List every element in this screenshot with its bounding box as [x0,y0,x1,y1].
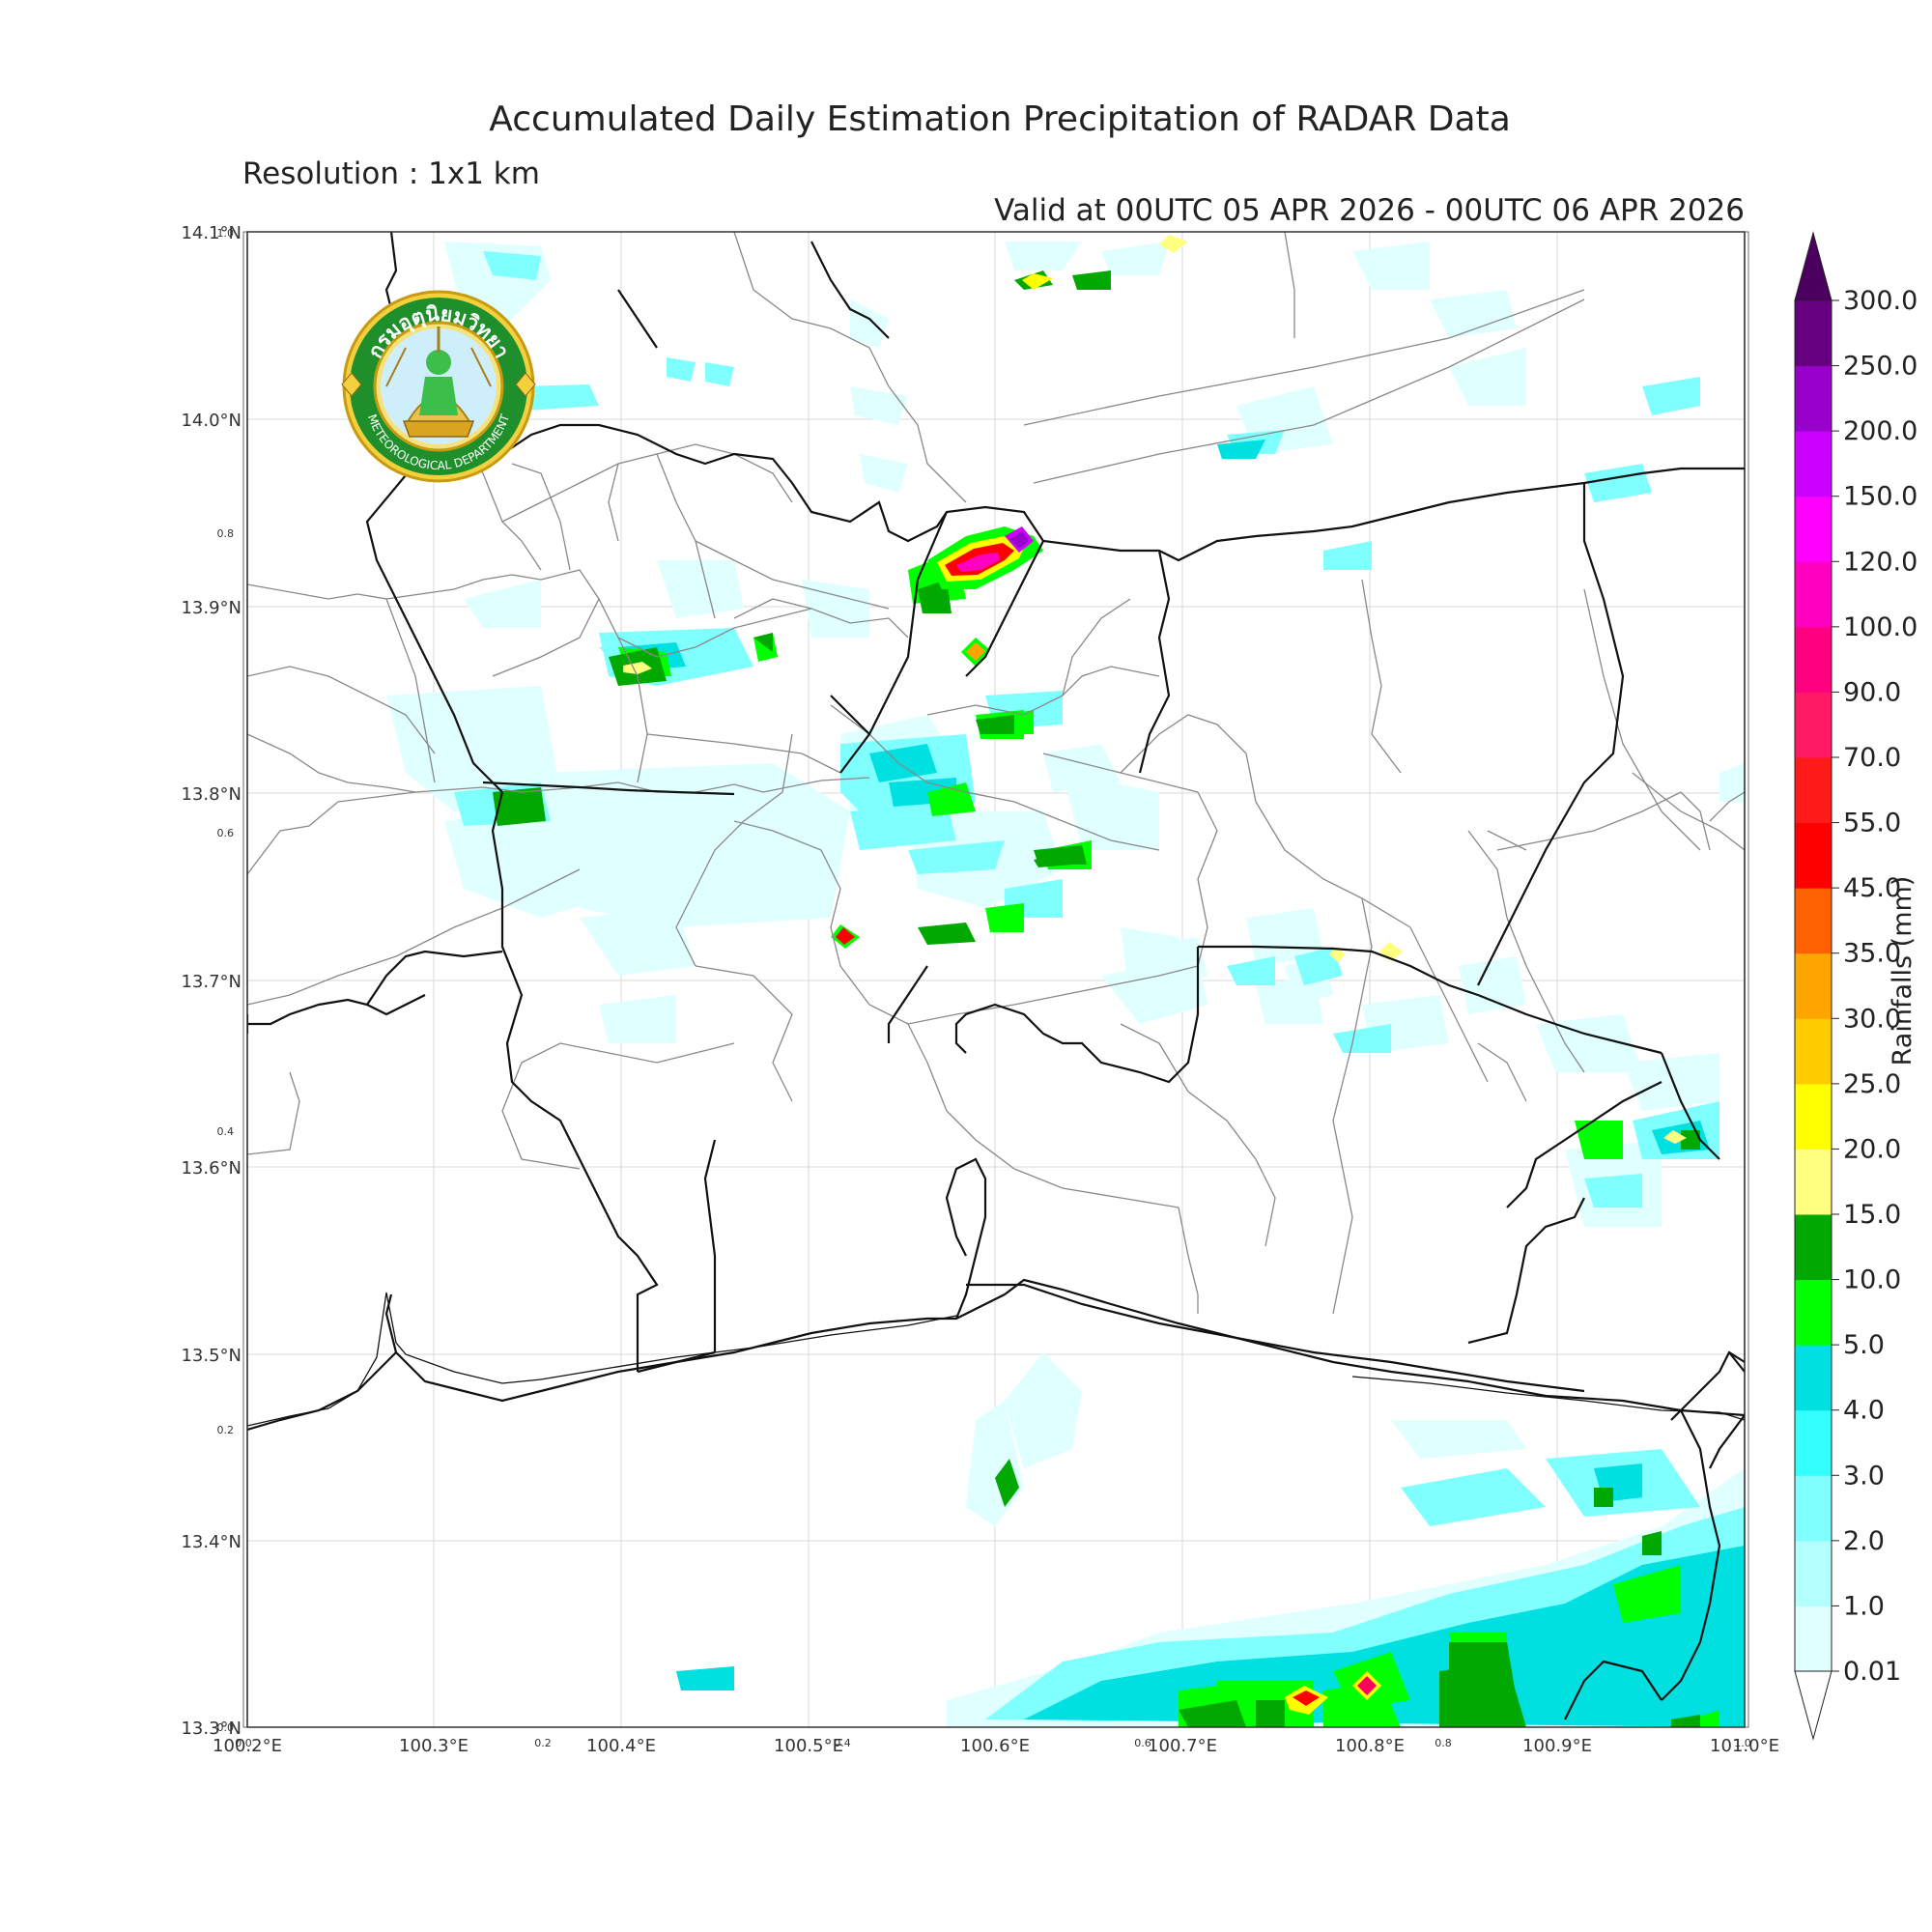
colorbar-tick-label: 250.0 [1843,352,1918,382]
y-small-tick: 0.8 [217,527,235,540]
district-lines [247,232,1745,1315]
x-tick-label: 101.0°E [1710,1736,1779,1756]
y-tick-label: 13.4°N [181,1532,242,1552]
colorbar-segment [1795,1149,1832,1215]
x-small-tick: 0.6 [1134,1737,1151,1749]
x-tick-label: 100.3°E [399,1736,469,1756]
y-tick-label: 14.0°N [181,411,242,431]
colorbar-tick-label: 25.0 [1843,1069,1901,1099]
colorbar-tick-label: 20.0 [1843,1134,1901,1164]
colorbar-segment [1795,365,1832,432]
y-small-tick: 0.6 [217,827,235,839]
colorbar-tick-label: 0.01 [1843,1657,1901,1687]
colorbar-tick-label: 15.0 [1843,1200,1901,1230]
colorbar: 0.01 1.0 2.0 3.0 4.0 5.0 10.0 15.0 20.0 25.0 30.0 3… [1794,231,1918,1741]
x-small-tick: 0.0 [235,1737,252,1749]
x-small-tick: 0.2 [534,1737,552,1749]
colorbar-segment [1795,822,1832,889]
colorbar-extend-top [1794,231,1833,301]
colorbar-tick-label: 4.0 [1843,1396,1885,1426]
valid-time-label: Valid at 00UTC 05 APR 2026 - 00UTC 06 AP… [994,193,1745,228]
y-tick-label: 13.9°N [181,598,242,618]
colorbar-segment [1795,300,1832,367]
y-tick-label: 13.7°N [181,972,242,992]
colorbar-tick-label: 30.0 [1843,1004,1901,1034]
x-tick-label: 100.2°E [213,1736,282,1756]
colorbar-segment [1795,431,1832,497]
y-tick-label: 14.1°N [181,223,242,243]
colorbar-segment [1795,757,1832,824]
colorbar-tick-label: 55.0 [1843,809,1901,838]
coastline [247,1292,1745,1427]
colorbar-tick-label: 35.0 [1843,939,1901,969]
rain-10mm-cells [493,270,1700,1727]
colorbar-segment [1795,626,1832,693]
colorbar-tick-label: 70.0 [1843,743,1901,773]
x-tick-label: 100.7°E [1148,1736,1217,1756]
colorbar-segment [1795,1540,1832,1606]
x-small-tick: 0.8 [1435,1737,1452,1749]
y-tick-label: 13.6°N [181,1158,242,1179]
colorbar-segment [1795,1214,1832,1281]
colorbar-segment [1795,692,1832,758]
tmd-logo: กรมอุตุนิยมวิทยา METEOROLOGICAL DEPARTME… [341,290,536,483]
precipitation-field [386,235,1745,1727]
y-axis-ticks: 14.1°N 14.0°N 13.9°N 13.8°N 13.7°N 13.6°… [181,223,242,1739]
colorbar-tick-label: 10.0 [1843,1265,1901,1295]
colorbar-segment [1795,952,1832,1019]
colorbar-tick-label: 200.0 [1843,416,1918,446]
rain-4mm-cells [618,440,1745,1727]
colorbar-segment [1795,1083,1832,1150]
y-small-tick: 0.2 [217,1424,235,1436]
colorbar-label: Rainfalls (mm) [1888,876,1918,1066]
x-small-tick: 0.4 [834,1737,851,1749]
colorbar-tick-label: 45.0 [1843,873,1901,903]
colorbar-segment [1795,561,1832,628]
colorbar-segment [1795,1279,1832,1346]
colorbar-tick-label: 2.0 [1843,1526,1885,1556]
rain-5mm-cells [618,551,1719,1727]
rain-heavy-cells [623,235,1687,1715]
colorbar-extend-bottom [1794,1670,1833,1741]
colorbar-tick-label: 100.0 [1843,612,1918,642]
colorbar-segment [1795,1605,1832,1672]
colorbar-segment [1795,496,1832,562]
colorbar-segment [1795,888,1832,954]
y-tick-label: 13.8°N [181,784,242,805]
x-tick-label: 100.6°E [960,1736,1030,1756]
y-tick-label: 13.5°N [181,1346,242,1366]
outer-frame [242,231,1749,1728]
y-small-tick: 0.0 [217,1721,235,1734]
colorbar-segment [1795,1475,1832,1542]
x-tick-label: 100.9°E [1522,1736,1592,1756]
boundaries [247,232,1745,1720]
y-small-tick: 1.0 [217,227,235,240]
colorbar-tick-label: 1.0 [1843,1591,1885,1621]
colorbar-tick-label: 3.0 [1843,1461,1885,1491]
y-tick-label: 13.3°N [181,1719,242,1739]
x-axis-ticks: 100.2°E 100.3°E 100.4°E 100.5°E 100.6°E … [213,1736,1779,1756]
colorbar-tick-label: 5.0 [1843,1330,1885,1360]
colorbar-segment [1795,1018,1832,1085]
x-tick-label: 100.5°E [774,1736,843,1756]
colorbar-segment [1795,1409,1832,1476]
colorbar-tick-label: 90.0 [1843,677,1901,707]
y-small-tick: 0.4 [217,1125,235,1138]
colorbar-tick-label: 150.0 [1843,482,1918,512]
colorbar-frame [1794,299,1833,1672]
colorbar-segment [1795,1345,1832,1411]
colorbar-tick-label: 300.0 [1843,286,1918,316]
colorbar-tick-label: 120.0 [1843,547,1918,577]
x-tick-label: 100.8°E [1335,1736,1405,1756]
x-small-tick: 1.0 [1734,1737,1751,1749]
resolution-label: Resolution : 1x1 km [242,156,540,191]
map-title: Accumulated Daily Estimation Precipitati… [489,99,1511,139]
x-tick-label: 100.4°E [586,1736,656,1756]
